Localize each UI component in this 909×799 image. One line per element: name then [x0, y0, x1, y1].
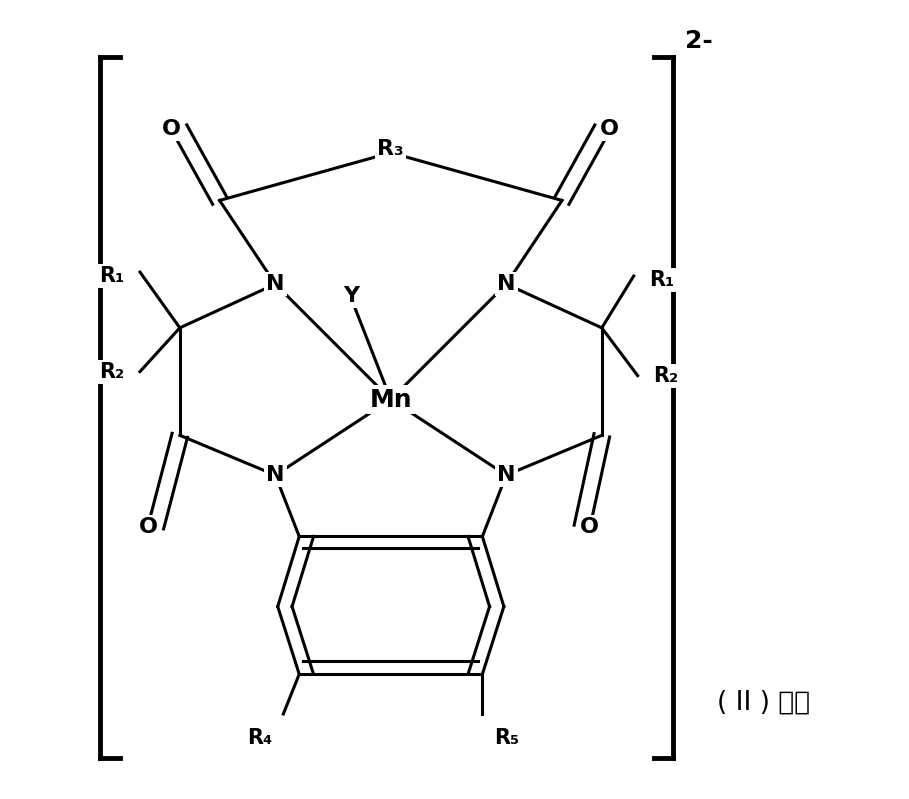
Text: O: O	[580, 517, 599, 537]
Text: N: N	[497, 465, 515, 485]
Text: N: N	[266, 274, 285, 294]
Text: R₅: R₅	[494, 728, 519, 748]
Text: 2-: 2-	[685, 29, 714, 54]
Text: Mn: Mn	[369, 388, 412, 411]
Text: Y: Y	[343, 286, 359, 306]
Text: R₁: R₁	[100, 266, 125, 286]
Text: R₂: R₂	[653, 366, 678, 386]
Text: R₃: R₃	[377, 139, 405, 159]
Text: R₂: R₂	[100, 362, 125, 382]
Text: R₄: R₄	[247, 728, 272, 748]
Text: N: N	[266, 465, 285, 485]
Text: N: N	[497, 274, 515, 294]
Text: ( II ) 式；: ( II ) 式；	[717, 689, 811, 715]
Text: O: O	[600, 119, 619, 139]
Text: O: O	[163, 119, 181, 139]
Text: R₁: R₁	[649, 270, 674, 290]
Text: O: O	[138, 517, 157, 537]
